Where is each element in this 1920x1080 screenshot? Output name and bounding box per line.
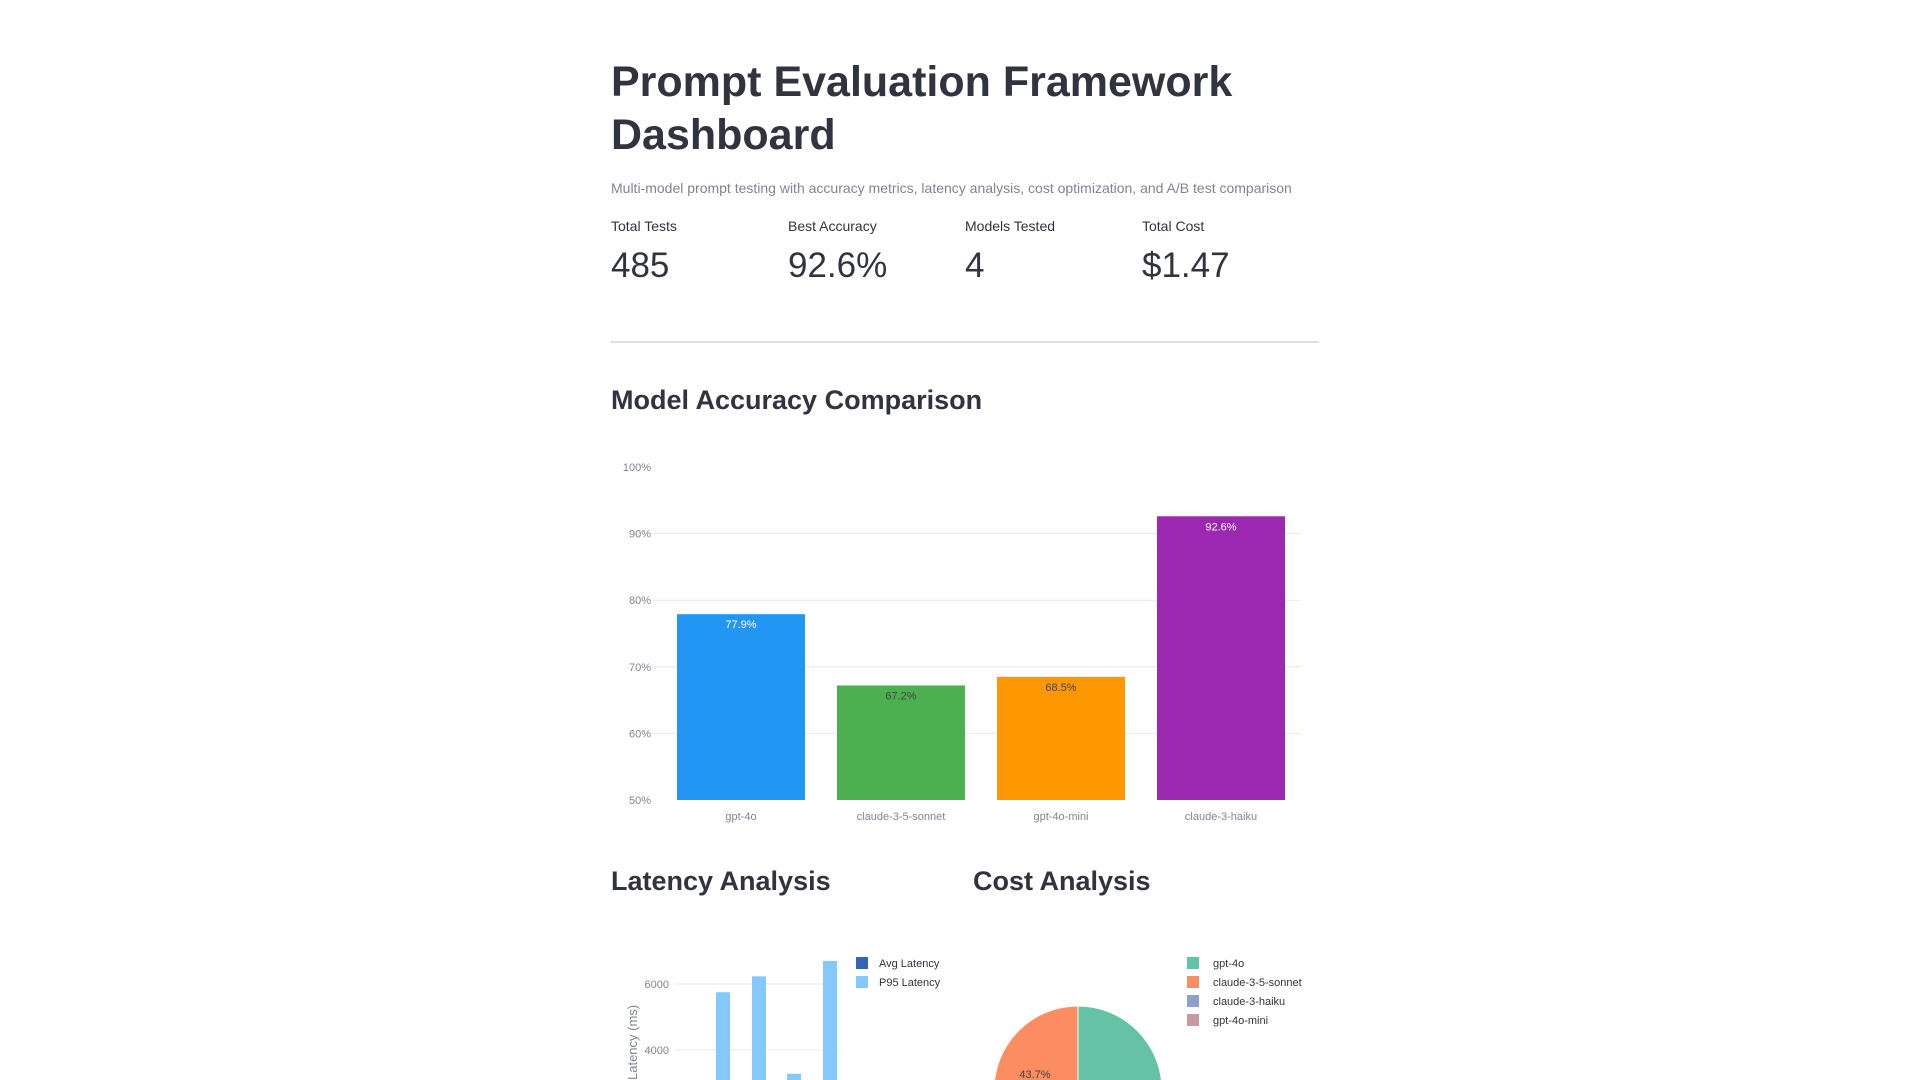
legend-label[interactable]: Avg Latency	[879, 958, 940, 970]
x-tick-label: claude-3-5-sonnet	[857, 811, 946, 823]
legend-swatch	[1187, 957, 1199, 969]
accuracy-x-axis: gpt-4o claude-3-5-sonnet gpt-4o-mini claude…	[725, 811, 1257, 823]
divider	[611, 341, 1319, 343]
y-tick-label: 60%	[629, 728, 651, 740]
metric-value: 92.6%	[788, 246, 888, 285]
y-tick-label: 100%	[623, 462, 651, 474]
legend-label[interactable]: claude-3-haiku	[1213, 996, 1285, 1008]
page-subtitle: Multi-model prompt testing with accuracy…	[611, 180, 1292, 196]
legend-swatch	[1187, 976, 1199, 988]
metric-models-tested: Models Tested 4	[965, 218, 1142, 286]
latency-y-axis-label: Latency (ms)	[625, 1005, 640, 1080]
x-tick-label: gpt-4o	[725, 811, 756, 823]
bar-value-label: 68.5%	[1045, 682, 1076, 694]
bar-gpt-4o[interactable]	[677, 614, 805, 800]
accuracy-bar-chart[interactable]: 50% 60% 70% 80% 90% 100% 77.9% 67.2% 68.5% 92.6%…	[611, 450, 1319, 840]
y-tick-label: 4000	[645, 1045, 669, 1057]
legend-swatch	[856, 957, 868, 969]
metric-best-accuracy: Best Accuracy 92.6%	[788, 218, 965, 286]
p95-latency-bar[interactable]	[716, 992, 730, 1080]
latency-bar-chart[interactable]: 4000 6000 Latency (ms) Avg Latency P95 Lat…	[611, 940, 961, 1080]
x-tick-label: gpt-4o-mini	[1033, 811, 1088, 823]
x-tick-label: claude-3-haiku	[1185, 811, 1257, 823]
bar-claude-3-5-sonnet[interactable]	[837, 685, 965, 800]
latency-section-title: Latency Analysis	[611, 866, 831, 896]
legend-swatch	[856, 976, 868, 988]
y-tick-label: 90%	[629, 529, 651, 541]
latency-gridlines: 4000 6000	[645, 979, 841, 1057]
metric-total-tests: Total Tests 485	[611, 218, 788, 286]
pie-slice-label: 43.7%	[1019, 1069, 1050, 1080]
y-tick-label: 70%	[629, 662, 651, 674]
p95-latency-bar[interactable]	[787, 1073, 801, 1080]
metric-label: Total Tests	[611, 218, 677, 234]
bar-value-label: 77.9%	[725, 619, 756, 631]
pie-slice-gpt-4o[interactable]	[1077, 1005, 1162, 1080]
metric-label: Models Tested	[965, 218, 1056, 234]
accuracy-y-axis: 50% 60% 70% 80% 90% 100%	[623, 462, 651, 807]
legend-swatch	[1187, 995, 1199, 1007]
y-tick-label: 50%	[629, 795, 651, 807]
metric-total-cost: Total Cost $1.47	[1142, 218, 1319, 286]
bar-value-label: 92.6%	[1205, 521, 1236, 533]
metrics-row: Total Tests 485 Best Accuracy 92.6% Mode…	[611, 218, 1319, 286]
legend-label[interactable]: gpt-4o-mini	[1213, 1015, 1268, 1027]
bar-value-label: 67.2%	[885, 690, 916, 702]
accuracy-section-title: Model Accuracy Comparison	[611, 385, 983, 415]
metric-value: 4	[965, 246, 985, 285]
legend-label[interactable]: claude-3-5-sonnet	[1213, 977, 1302, 989]
cost-pie: 43.7%	[994, 1005, 1162, 1080]
p95-latency-bar[interactable]	[752, 976, 766, 1080]
cost-legend[interactable]: gpt-4o claude-3-5-sonnet claude-3-haiku gpt…	[1187, 957, 1302, 1027]
metric-label: Best Accuracy	[788, 218, 877, 234]
cost-pie-chart[interactable]: 43.7% gpt-4o claude-3-5-sonnet claude-3-ha…	[973, 940, 1323, 1080]
bar-gpt-4o-mini[interactable]	[997, 676, 1125, 800]
latency-legend[interactable]: Avg Latency P95 Latency	[856, 957, 941, 989]
metric-label: Total Cost	[1142, 218, 1205, 234]
legend-label[interactable]: P95 Latency	[879, 977, 941, 989]
y-tick-label: 6000	[645, 979, 669, 991]
legend-swatch	[1187, 1014, 1199, 1026]
latency-bars	[716, 960, 837, 1080]
legend-label[interactable]: gpt-4o	[1213, 958, 1244, 970]
pie-slice-claude-3-5-sonnet[interactable]	[994, 1005, 1079, 1080]
accuracy-bars: 77.9% 67.2% 68.5% 92.6%	[677, 516, 1285, 800]
y-tick-label: 80%	[629, 595, 651, 607]
page-title: Prompt Evaluation Framework Dashboard	[611, 58, 1233, 159]
metric-value: 485	[611, 246, 670, 285]
metric-value: $1.47	[1142, 246, 1230, 285]
cost-section-title: Cost Analysis	[973, 866, 1151, 896]
p95-latency-bar[interactable]	[823, 960, 837, 1080]
bar-claude-3-haiku[interactable]	[1157, 516, 1285, 800]
